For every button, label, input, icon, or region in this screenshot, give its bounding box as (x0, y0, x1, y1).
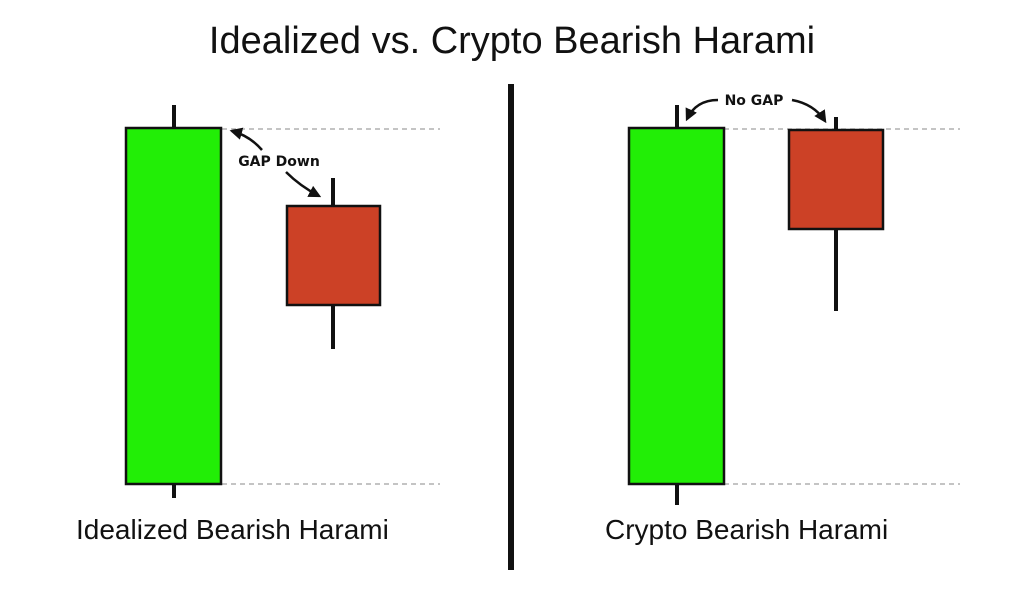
no-gap-label: No GAP (725, 93, 784, 109)
bearish-candle (285, 178, 382, 349)
panel-crypto: No GAP (627, 93, 960, 505)
bearish-candle (787, 117, 885, 311)
bullish-candle (627, 105, 726, 505)
gap-down-annotation: GAP Down (229, 127, 322, 198)
diagram-title: Idealized vs. Crypto Bearish Harami (208, 20, 816, 62)
panel-idealized: GAP Down (124, 105, 440, 498)
arrow-to-bullish-top (685, 98, 719, 122)
arrow-to-bearish-wick (791, 98, 827, 124)
arrow-to-bearish-wick (285, 171, 322, 198)
arrow-to-bullish-top (229, 127, 263, 151)
no-gap-annotation: No GAP (685, 93, 827, 124)
bullish-candle (124, 105, 223, 498)
caption-crypto: Crypto Bearish Harami (605, 514, 889, 545)
caption-idealized: Idealized Bearish Harami (76, 514, 389, 545)
gap-down-label: GAP Down (238, 154, 320, 170)
